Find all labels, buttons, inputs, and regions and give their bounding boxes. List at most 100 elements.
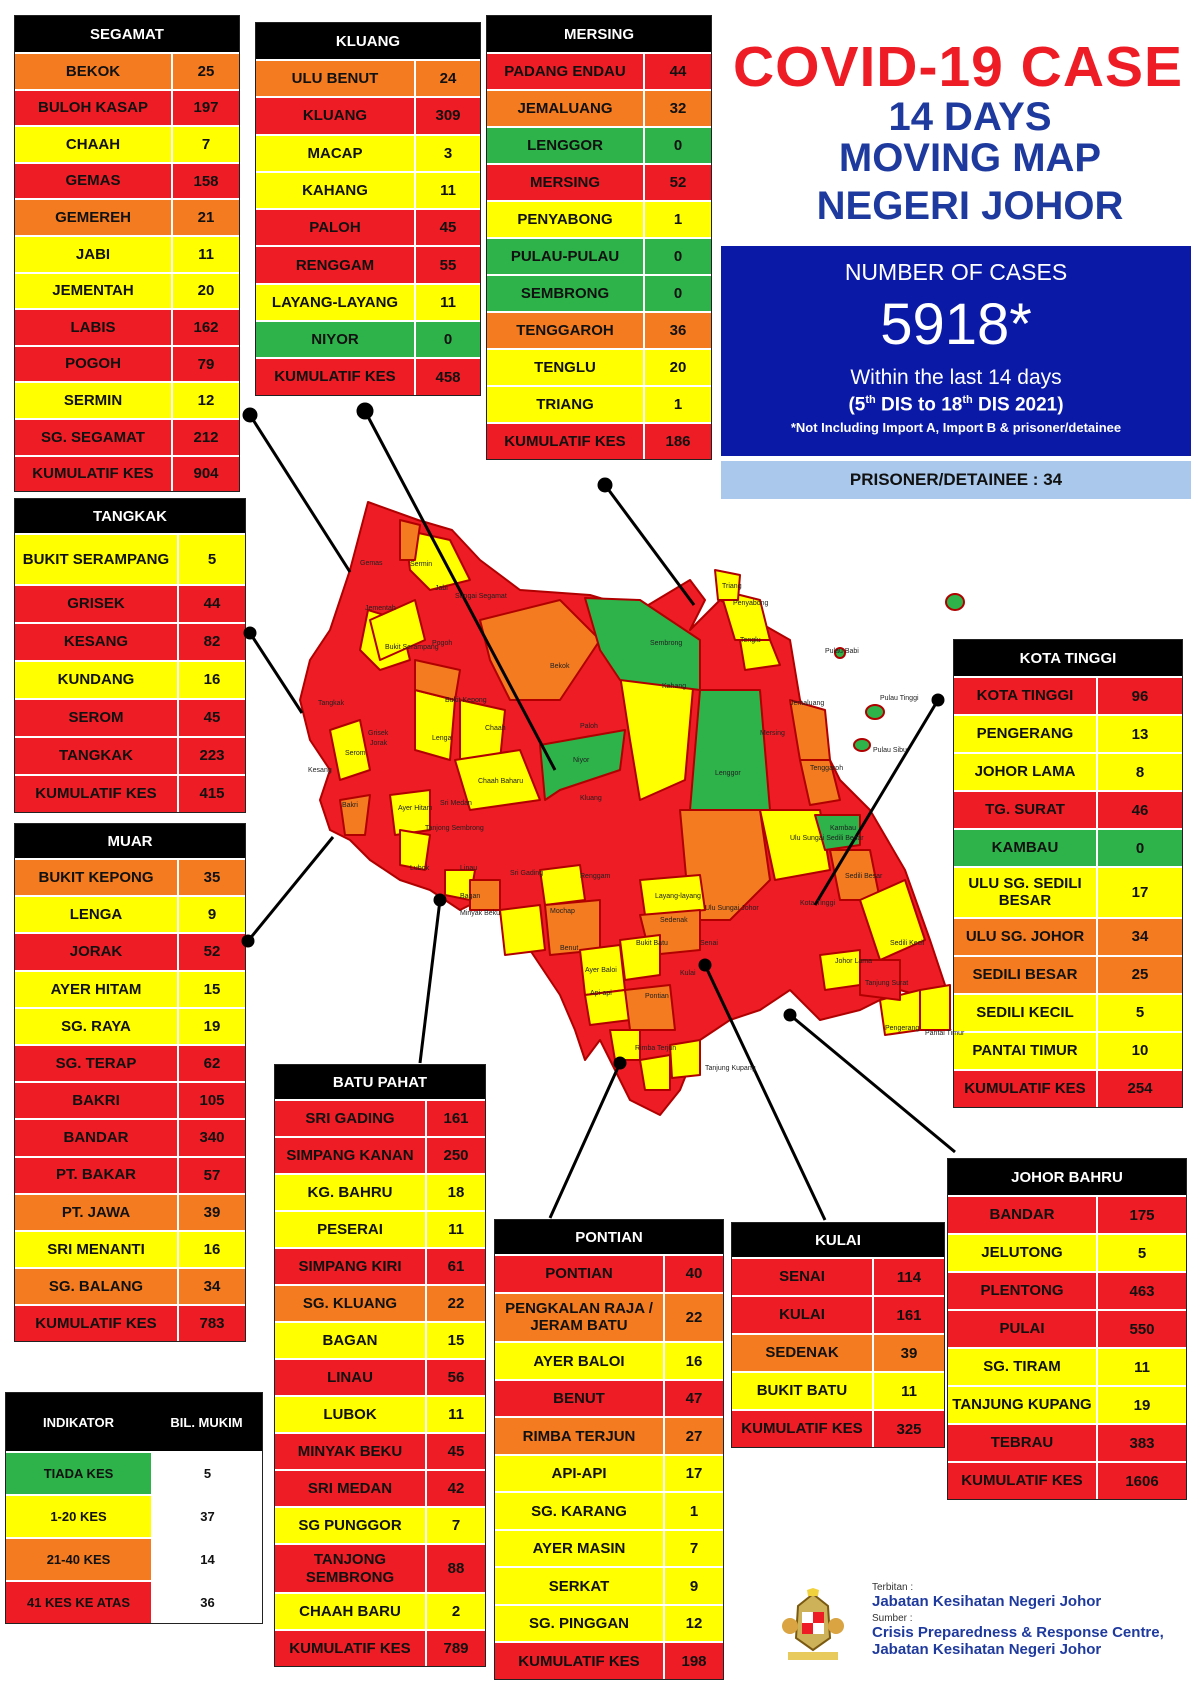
map-sedili-kecil	[859, 879, 926, 961]
mukim-name: BUKIT BATU	[732, 1373, 874, 1409]
mukim-name: LINAU	[275, 1360, 427, 1395]
mukim-name: PULAI	[948, 1311, 1098, 1347]
sumber-line1: Crisis Preparedness & Response Centre,	[872, 1624, 1164, 1641]
terbitan-label: Terbitan :	[872, 1582, 914, 1593]
map-place-label: Bagan	[460, 893, 480, 900]
case-count: 8	[1135, 763, 1145, 781]
map-place-label: Sembrong	[650, 640, 682, 647]
map-place-label: Penyabong	[733, 600, 769, 607]
table-row: KUNDANG 16	[15, 659, 245, 698]
case-count: 62	[203, 1055, 221, 1073]
map-bukit-serampang	[369, 599, 426, 661]
case-count: 3	[443, 144, 453, 162]
mukim-name: SRI GADING	[275, 1101, 427, 1136]
case-count: 25	[1131, 966, 1149, 984]
mukim-name: KUNDANG	[15, 661, 179, 698]
table-row: KAMBAU 0	[954, 828, 1182, 866]
case-count: 16	[685, 1352, 703, 1370]
mukim-name: RIMBA TERJUN	[495, 1418, 665, 1454]
summary-total: 5918*	[880, 292, 1032, 357]
table-row: SEDILI BESAR 25	[954, 954, 1182, 993]
table-row: GEMEREH 21	[15, 198, 239, 235]
map-place-label: Triang	[722, 583, 742, 590]
mukim-name: PANTAI TIMUR	[954, 1032, 1098, 1069]
mersing-header: MERSING	[487, 16, 711, 52]
case-count: 7	[451, 1517, 461, 1534]
map-lenggor	[689, 689, 771, 811]
johor-crest-icon	[782, 1588, 844, 1660]
mukim-name: KUMULATIF KES	[954, 1070, 1098, 1107]
case-count: 17	[1131, 883, 1149, 901]
mukim-name: SIMPANG KIRI	[275, 1249, 427, 1284]
tangkak-table: TANGKAK BUKIT SERAMPANG 5 GRISEK 44 KESANG 82 K…	[14, 498, 246, 813]
map-place-label: Tanjung Surat	[865, 980, 908, 987]
table-row: LUBOK 11	[275, 1395, 485, 1432]
mukim-name: SENAI	[732, 1259, 874, 1295]
case-count: 21	[197, 209, 215, 227]
mukim-name: GEMAS	[15, 163, 173, 199]
leader-segamat	[248, 414, 352, 573]
prisoner-count: PRISONER/DETAINEE : 34	[721, 461, 1191, 499]
case-count: 55	[439, 256, 457, 274]
table-row: CHAAH 7	[15, 125, 239, 162]
table-row: SIMPANG KANAN 250	[275, 1136, 485, 1173]
map-layang	[639, 874, 706, 916]
case-count: 11	[901, 1382, 917, 1400]
mukim-name: TANGKAK	[15, 737, 179, 774]
case-count: 309	[435, 107, 461, 125]
case-count: 24	[439, 70, 457, 88]
map-rimba-terjun	[624, 984, 676, 1031]
batupahat-total-row: KUMULATIF KES 789	[275, 1629, 485, 1667]
map-place-label: Paloh	[580, 723, 598, 730]
case-count: 36	[669, 322, 687, 339]
map-place-label: Sedili Kecil	[890, 940, 925, 947]
mukim-name: API-API	[495, 1455, 665, 1492]
table-row: SERMIN 12	[15, 381, 239, 418]
mukim-name: KUMULATIF KES	[732, 1411, 874, 1447]
map-place-label: Mersing	[760, 730, 785, 737]
table-row: PLENTONG 463	[948, 1271, 1186, 1309]
mukim-name: TG. SURAT	[954, 792, 1098, 828]
map-tenggaroh	[799, 759, 841, 806]
map-ayer-hitam	[389, 789, 431, 836]
mukim-name: LENGGOR	[487, 128, 645, 163]
map-place-label: Jorak	[370, 740, 388, 747]
table-row: LINAU 56	[275, 1358, 485, 1395]
table-row: SG. RAYA 19	[15, 1006, 245, 1044]
table-row: PULAI 550	[948, 1309, 1186, 1347]
table-row: SRI MEDAN 42	[275, 1469, 485, 1506]
mukim-name: KUMULATIF KES	[256, 359, 416, 395]
map-ulu-sedili	[759, 809, 831, 881]
mukim-name: RENGGAM	[256, 247, 416, 283]
table-row: SG. TIRAM 11	[948, 1347, 1186, 1385]
map-kg-bahru	[499, 904, 546, 956]
mukim-name: JOHOR LAMA	[954, 754, 1098, 790]
mukim-name: PENGKALAN RAJA / JERAM BATU	[495, 1293, 665, 1342]
mukim-name: BANDAR	[948, 1197, 1098, 1233]
map-island-2	[834, 647, 846, 659]
leader-kulai	[703, 964, 827, 1221]
table-row: AYER HITAM 15	[15, 969, 245, 1007]
mukim-name: JABI	[15, 236, 173, 272]
map-place-label: Pulau Tinggi	[880, 695, 919, 702]
map-place-label: Gemas	[360, 560, 383, 567]
summary-range: (5th DIS to 18th DIS 2021)	[848, 394, 1064, 416]
table-row: BUKIT KEPONG 35	[15, 858, 245, 896]
case-count: 5	[1137, 1244, 1147, 1262]
table-row: MINYAK BEKU 45	[275, 1432, 485, 1469]
mukim-name: MINYAK BEKU	[275, 1434, 427, 1469]
case-count: 340	[199, 1129, 225, 1147]
case-count: 5	[1135, 1004, 1145, 1022]
case-count: 15	[447, 1332, 465, 1349]
mukim-name: BUKIT KEPONG	[15, 860, 179, 896]
title-main: COVID-19 CASE	[732, 35, 1184, 99]
mukim-name: SERKAT	[495, 1568, 665, 1604]
table-row: PONTIAN 40	[495, 1254, 723, 1292]
table-row: KAHANG 11	[256, 170, 480, 209]
legend-row: 21-40 KES 14	[6, 1537, 262, 1580]
case-count: 7	[689, 1540, 699, 1558]
map-place-label: Rimba Terjun	[635, 1045, 676, 1052]
map-bukit-batu	[619, 934, 661, 981]
table-row: BAKRI 105	[15, 1081, 245, 1119]
mukim-name: PONTIAN	[495, 1256, 665, 1292]
